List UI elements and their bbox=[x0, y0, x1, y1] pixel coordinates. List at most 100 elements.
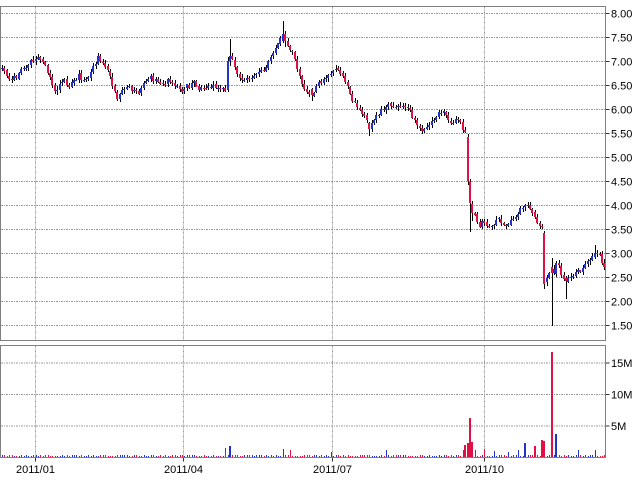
volume-bar bbox=[578, 450, 579, 458]
volume-bar bbox=[213, 455, 214, 458]
volume-bar bbox=[136, 455, 137, 458]
volume-bar bbox=[271, 455, 272, 458]
candle-body bbox=[433, 120, 435, 121]
volume-bar bbox=[172, 455, 173, 458]
price-pane[interactable] bbox=[0, 6, 606, 341]
candle-body bbox=[239, 74, 241, 78]
candle-body bbox=[18, 73, 20, 79]
volume-bar bbox=[551, 352, 553, 458]
candle-body bbox=[27, 65, 29, 68]
candle-body bbox=[563, 275, 565, 279]
candle-body bbox=[25, 68, 27, 69]
candle-body bbox=[143, 83, 145, 88]
candle-body bbox=[171, 82, 173, 83]
candle-body bbox=[318, 82, 320, 86]
candle-body bbox=[152, 76, 154, 81]
volume-bar bbox=[189, 455, 190, 458]
candle-body bbox=[349, 87, 351, 94]
volume-bar bbox=[524, 443, 526, 458]
volume-bar bbox=[153, 455, 154, 458]
volume-bar bbox=[12, 455, 13, 458]
candle-body bbox=[320, 81, 322, 83]
candle-wick bbox=[336, 65, 337, 72]
volume-bar bbox=[247, 455, 248, 458]
candle-wick bbox=[264, 67, 265, 72]
candle-body bbox=[20, 69, 22, 73]
candle-body bbox=[332, 71, 334, 73]
volume-bar bbox=[316, 455, 317, 458]
candle-body bbox=[54, 85, 56, 91]
candle-body bbox=[169, 79, 171, 82]
candle-body bbox=[207, 86, 209, 88]
candle-body bbox=[524, 205, 526, 207]
candle-body bbox=[397, 106, 399, 107]
volume-bar bbox=[283, 449, 284, 458]
volume-bar bbox=[165, 455, 166, 458]
volume-bar bbox=[144, 455, 145, 458]
candle-body bbox=[474, 213, 476, 215]
volume-bar bbox=[528, 455, 529, 458]
candle-body bbox=[469, 182, 471, 203]
candle-body bbox=[395, 107, 397, 108]
candle-body bbox=[591, 256, 593, 260]
candle-body bbox=[435, 117, 437, 120]
candle-body bbox=[519, 208, 521, 214]
month-tick-label: 2011/07 bbox=[313, 464, 352, 476]
candle-body bbox=[380, 109, 382, 115]
candle-body bbox=[73, 80, 75, 83]
candle-body bbox=[457, 119, 459, 120]
candle-body bbox=[215, 84, 217, 88]
candle-body bbox=[111, 77, 113, 86]
candle-body bbox=[66, 79, 68, 85]
price-tick-label: 2.00 bbox=[611, 297, 632, 309]
volume-bar bbox=[471, 442, 473, 458]
volume-bar bbox=[182, 455, 183, 458]
candle-body bbox=[555, 263, 557, 274]
candle-wick bbox=[33, 56, 34, 63]
candle-body bbox=[577, 270, 579, 272]
volume-bar bbox=[134, 455, 135, 458]
candle-body bbox=[498, 218, 500, 219]
volume-bar bbox=[290, 450, 291, 458]
volume-pane[interactable] bbox=[0, 345, 606, 458]
candle-body bbox=[503, 223, 505, 225]
candle-body bbox=[471, 204, 473, 213]
candle-body bbox=[572, 276, 574, 277]
candle-body bbox=[140, 88, 142, 93]
candle-body bbox=[174, 83, 176, 86]
candle-body bbox=[438, 112, 440, 117]
volume-bar bbox=[48, 455, 49, 458]
candle-body bbox=[359, 108, 361, 110]
price-tick-label: 2.50 bbox=[611, 273, 632, 285]
candle-body bbox=[11, 79, 13, 80]
candle-wick bbox=[194, 80, 195, 87]
candle-body bbox=[80, 73, 82, 80]
candle-wick bbox=[552, 258, 553, 326]
candle-body bbox=[157, 79, 159, 82]
candle-body bbox=[409, 108, 411, 110]
candle-wick bbox=[492, 225, 493, 230]
candle-body bbox=[83, 80, 85, 81]
candle-body bbox=[378, 115, 380, 116]
candle-body bbox=[78, 74, 80, 80]
candle-body bbox=[589, 260, 591, 261]
volume-bar bbox=[585, 455, 586, 458]
candle-body bbox=[366, 115, 368, 120]
volume-bar bbox=[36, 455, 37, 458]
candle-body bbox=[195, 81, 197, 87]
volume-bar bbox=[446, 455, 447, 458]
candle-body bbox=[479, 222, 481, 227]
candle-wick bbox=[427, 123, 428, 130]
candle-body bbox=[85, 79, 87, 80]
candle-body bbox=[327, 75, 329, 78]
volume-bar bbox=[160, 455, 161, 458]
volume-bar bbox=[331, 452, 332, 458]
candle-body bbox=[258, 72, 260, 74]
volume-bar bbox=[88, 455, 89, 458]
candle-body bbox=[407, 107, 409, 108]
candle-body bbox=[217, 88, 219, 89]
candle-body bbox=[150, 76, 152, 79]
candle-body bbox=[87, 77, 89, 79]
candle-body bbox=[294, 52, 296, 59]
volume-bar bbox=[67, 455, 68, 458]
